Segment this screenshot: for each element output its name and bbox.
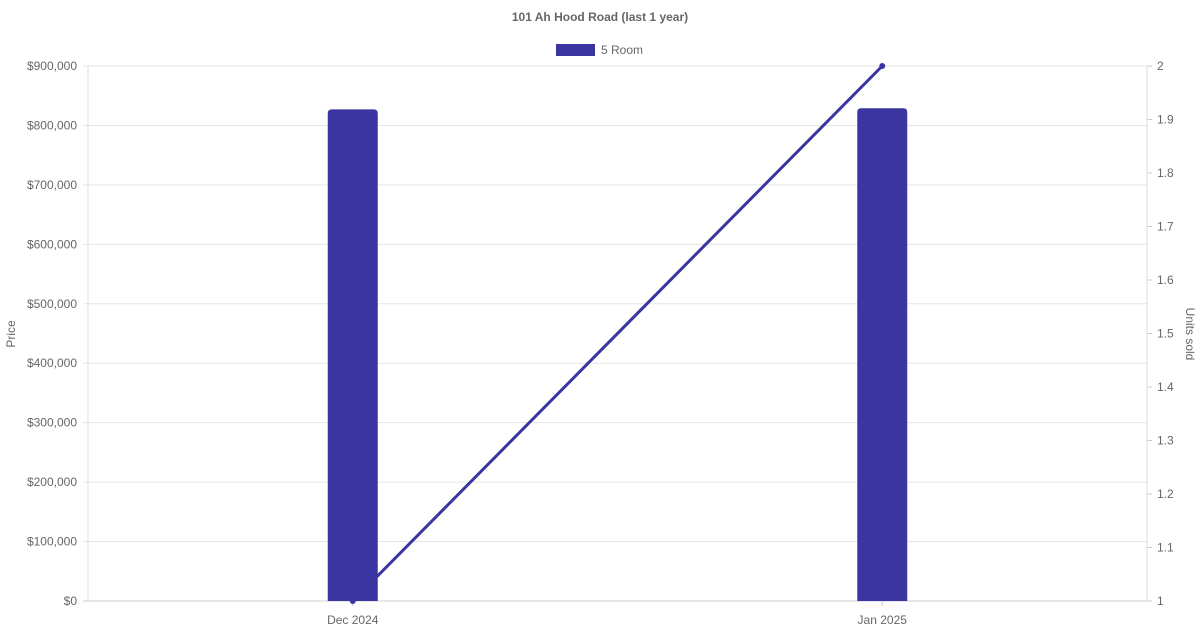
y-tick-label: $300,000 [27,416,77,430]
line-point [349,598,356,604]
bar [857,108,908,601]
y2-tick-label: 2 [1157,59,1164,73]
y2-tick-label: 1 [1157,594,1164,608]
y-axis-label: Price [4,320,18,348]
y2-tick-label: 1.7 [1157,220,1174,234]
bar [327,109,378,602]
y2-tick-label: 1.5 [1157,327,1174,341]
legend-label[interactable]: 5 Room [601,43,643,57]
y-tick-label: $100,000 [27,535,77,549]
y-tick-label: $500,000 [27,297,77,311]
y2-axis-label: Units sold [1183,308,1197,361]
line-series [351,64,884,603]
y2-tick-label: 1.3 [1157,434,1174,448]
y2-tick-label: 1.6 [1157,273,1174,287]
y-tick-label: $0 [64,594,78,608]
chart-title: 101 Ah Hood Road (last 1 year) [512,10,688,24]
legend-swatch[interactable] [556,44,595,56]
y-tick-label: $700,000 [27,178,77,192]
y2-tick-label: 1.9 [1157,113,1174,127]
x-tick-label: Jan 2025 [858,613,908,627]
y-tick-label: $600,000 [27,237,77,251]
y-tick-label: $900,000 [27,59,77,73]
line-point [879,63,886,69]
y-tick-label: $800,000 [27,118,77,132]
y-tick-label: $200,000 [27,475,77,489]
y-tick-label: $400,000 [27,356,77,370]
y2-tick-label: 1.2 [1157,487,1174,501]
y2-tick-label: 1.1 [1157,541,1174,555]
y2-tick-label: 1.4 [1157,380,1174,394]
x-tick-label: Dec 2024 [327,613,379,627]
y2-tick-label: 1.8 [1157,166,1174,180]
